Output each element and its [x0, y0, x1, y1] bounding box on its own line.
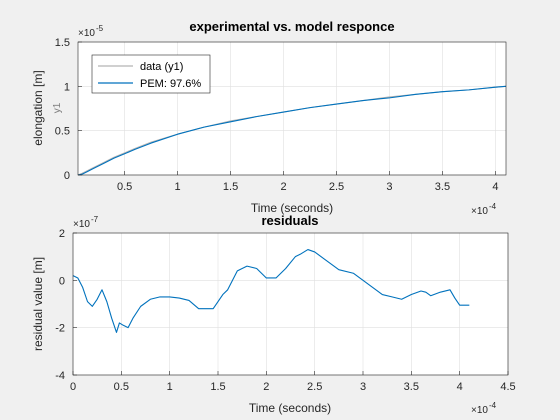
bottom-plot-series — [72, 249, 470, 333]
bottom-plot-frame — [72, 232, 509, 376]
top-ytick-label: 0 — [64, 170, 70, 182]
top-xtick-label: 2 — [280, 181, 286, 193]
top-plot-y-exponent: ×10 -5 — [78, 24, 104, 39]
top-ytick-label: 1 — [64, 81, 70, 93]
bottom-plot-ylabel: residual value [m] — [31, 257, 45, 351]
top-xtick-label: 1.5 — [223, 181, 238, 193]
bottom-xtick-label: 2.5 — [307, 381, 322, 393]
bottom-xtick-label: 1 — [167, 381, 173, 393]
bottom-series-line-0 — [72, 249, 470, 333]
bottom-ytick-label: -2 — [55, 323, 65, 335]
top-xtick-label: 4 — [492, 181, 498, 193]
top-plot-series — [77, 85, 507, 176]
top-xtick-label: 3.5 — [435, 181, 450, 193]
bottom-plot-xlabel: Time (seconds) — [249, 401, 331, 415]
top-plot-x-exponent-power: -4 — [489, 202, 497, 211]
top-xtick-label: 3 — [386, 181, 392, 193]
bottom-xtick-label: 4 — [457, 381, 463, 393]
top-plot: 0.5 1 1.5 2 2.5 3 3.5 4 0 0.5 1 1.5 experimental v… — [31, 19, 507, 217]
legend-label-data: data (y1) — [140, 61, 183, 73]
top-xtick-label: 1 — [175, 181, 181, 193]
top-plot-x-exponent-base: ×10 — [471, 206, 488, 217]
bottom-plot-xticks: 0 0.5 1 1.5 2 2.5 3 3.5 4 4.5 — [70, 371, 516, 393]
top-xtick-label: 2.5 — [329, 181, 344, 193]
bottom-xtick-label: 3 — [360, 381, 366, 393]
bottom-plot-area — [73, 233, 508, 375]
bottom-plot-x-exponent: ×10 -4 — [471, 401, 497, 416]
bottom-ytick-label: -4 — [55, 370, 65, 382]
bottom-plot-yticks: -4 -2 0 2 — [55, 228, 77, 382]
bottom-plot-y-exponent-base: ×10 — [73, 219, 90, 230]
bottom-plot-y-exponent-power: -7 — [91, 215, 99, 224]
bottom-xtick-label: 0 — [70, 381, 76, 393]
bottom-xtick-label: 2 — [263, 381, 269, 393]
top-series-line-1 — [77, 85, 507, 176]
top-plot-ylabel-secondary: y1 — [52, 102, 63, 113]
legend: data (y1) PEM: 97.6% — [91, 54, 211, 94]
top-plot-title: experimental vs. model responce — [189, 19, 394, 34]
top-plot-ylabel: elongation [m] — [31, 70, 45, 145]
top-plot-y-exponent-base: ×10 — [78, 28, 95, 39]
bottom-plot-x-exponent-base: ×10 — [471, 405, 488, 416]
top-plot-x-exponent: ×10 -4 — [471, 202, 497, 217]
top-plot-frame — [77, 41, 507, 176]
top-ytick-label: 1.5 — [55, 37, 70, 49]
bottom-xtick-label: 1.5 — [210, 381, 225, 393]
top-plot-y-exponent-power: -5 — [96, 24, 104, 33]
top-plot-xticks: 0.5 1 1.5 2 2.5 3 3.5 4 — [117, 171, 498, 193]
bottom-xtick-label: 0.5 — [114, 381, 129, 393]
top-xtick-label: 0.5 — [117, 181, 132, 193]
bottom-ytick-label: 2 — [59, 228, 65, 240]
bottom-xtick-label: 3.5 — [404, 381, 419, 393]
legend-box — [91, 54, 211, 94]
bottom-ytick-label: 0 — [59, 275, 65, 287]
bottom-plot-x-exponent-power: -4 — [489, 401, 497, 410]
bottom-xtick-label: 4.5 — [500, 381, 515, 393]
top-ytick-label: 0.5 — [55, 126, 70, 138]
top-plot-xlabel: Time (seconds) — [251, 201, 333, 215]
legend-label-pem: PEM: 97.6% — [140, 78, 201, 90]
bottom-plot-y-exponent: ×10 -7 — [73, 215, 99, 230]
bottom-plot: 0 0.5 1 1.5 2 2.5 3 3.5 4 4.5 -4 -2 0 2 residuals Ti… — [31, 213, 516, 416]
bottom-plot-title: residuals — [261, 213, 318, 228]
top-plot-yticks: 0 0.5 1 1.5 — [55, 37, 82, 182]
